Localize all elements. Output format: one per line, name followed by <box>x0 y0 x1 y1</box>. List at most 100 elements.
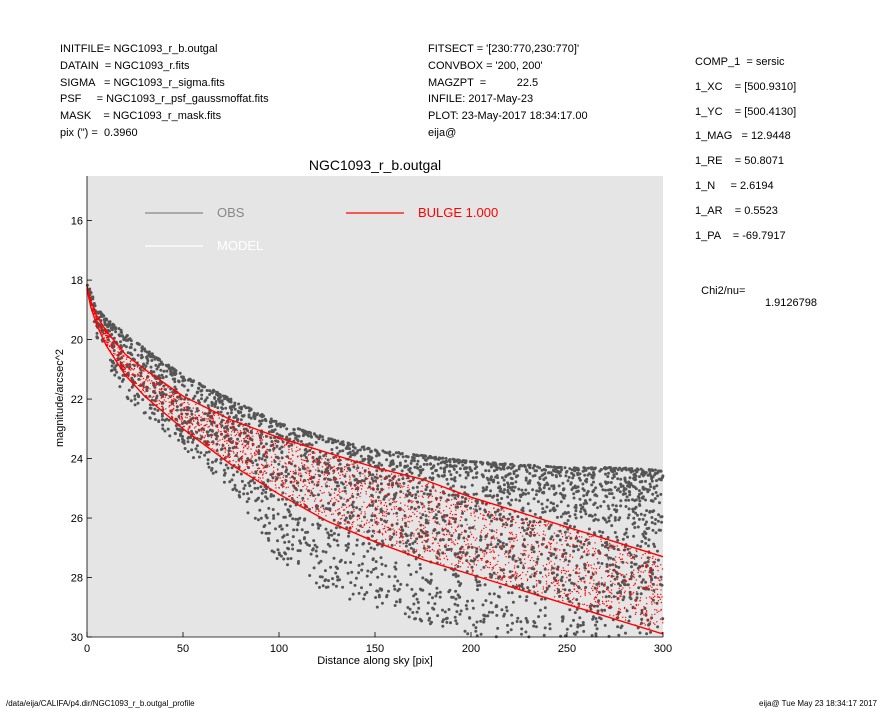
obs-point <box>479 535 483 539</box>
obs-point <box>599 617 603 621</box>
obs-point <box>494 545 498 549</box>
bulge-point <box>584 582 586 584</box>
obs-point <box>357 591 361 595</box>
bulge-point <box>435 498 438 501</box>
obs-point <box>634 487 638 491</box>
bulge-point <box>342 509 345 511</box>
bulge-point <box>252 465 254 467</box>
bulge-point <box>444 500 447 502</box>
obs-point <box>528 479 532 483</box>
bulge-point <box>371 476 373 478</box>
bulge-point <box>142 381 145 383</box>
bulge-point <box>407 505 409 507</box>
obs-point <box>332 538 336 542</box>
obs-point <box>425 520 429 524</box>
obs-point <box>267 430 271 434</box>
bulge-point <box>649 585 651 587</box>
bulge-point <box>556 548 558 550</box>
obs-point <box>414 617 417 621</box>
obs-point <box>370 494 374 498</box>
bulge-point <box>535 573 538 575</box>
bulge-point <box>548 562 551 564</box>
obs-point <box>475 471 478 475</box>
obs-point <box>246 492 249 496</box>
obs-point <box>421 513 425 517</box>
obs-point <box>543 626 547 630</box>
bulge-point <box>654 595 656 597</box>
obs-point <box>503 488 506 492</box>
obs-point <box>376 543 379 547</box>
bulge-point <box>474 546 476 549</box>
obs-point <box>214 437 218 441</box>
obs-point <box>483 549 487 553</box>
bulge-point <box>332 466 334 468</box>
bulge-point <box>298 469 300 471</box>
obs-point <box>474 626 478 630</box>
bulge-point <box>158 399 160 402</box>
bulge-point <box>347 500 349 502</box>
bulge-point <box>554 584 556 587</box>
obs-point <box>488 515 492 519</box>
obs-point <box>312 459 316 463</box>
bulge-point <box>588 571 590 574</box>
obs-point <box>635 592 639 596</box>
obs-point <box>234 454 238 457</box>
bulge-point <box>536 583 538 585</box>
obs-point <box>582 494 586 498</box>
bulge-point <box>198 409 200 412</box>
bulge-point <box>654 558 657 560</box>
obs-point <box>395 522 399 526</box>
bulge-point <box>463 530 466 532</box>
obs-point <box>375 454 378 458</box>
obs-point <box>491 461 495 465</box>
obs-point <box>518 558 522 561</box>
obs-point <box>590 634 594 637</box>
bulge-point <box>569 554 571 556</box>
bulge-point <box>656 609 658 611</box>
bulge-point <box>556 542 558 544</box>
bulge-point <box>200 419 202 421</box>
bulge-point <box>620 574 623 577</box>
obs-point <box>376 575 380 579</box>
bulge-point <box>294 480 296 482</box>
obs-point <box>369 583 372 587</box>
obs-point <box>438 590 442 594</box>
obs-point <box>152 412 156 416</box>
obs-point <box>372 460 376 464</box>
obs-point <box>659 575 663 579</box>
bulge-point <box>244 432 246 435</box>
bulge-point <box>407 480 409 482</box>
obs-point <box>299 440 303 443</box>
obs-point <box>435 586 439 590</box>
bulge-point <box>350 488 353 490</box>
obs-point <box>617 565 621 569</box>
bulge-point <box>342 470 344 473</box>
bulge-point <box>364 475 366 477</box>
bulge-point <box>205 412 208 415</box>
obs-point <box>578 497 582 501</box>
bulge-point <box>208 412 210 414</box>
bulge-point <box>651 603 653 605</box>
bulge-point <box>549 548 552 550</box>
obs-point <box>470 460 474 464</box>
bulge-point <box>379 517 382 520</box>
bulge-point <box>635 549 637 551</box>
obs-point <box>348 447 351 451</box>
obs-point <box>321 438 325 442</box>
bulge-point <box>523 519 525 521</box>
obs-point <box>543 614 547 618</box>
obs-point <box>214 470 218 474</box>
obs-point <box>140 355 144 359</box>
bulge-point <box>492 535 495 537</box>
obs-point <box>604 480 607 484</box>
bulge-point <box>110 343 113 345</box>
obs-point <box>351 505 355 509</box>
obs-point <box>319 559 323 563</box>
obs-point <box>529 575 533 579</box>
obs-point <box>287 472 290 476</box>
obs-point <box>652 589 656 592</box>
bulge-point <box>530 527 532 530</box>
obs-point <box>254 470 258 474</box>
obs-point <box>350 503 354 507</box>
bulge-point <box>353 500 355 503</box>
